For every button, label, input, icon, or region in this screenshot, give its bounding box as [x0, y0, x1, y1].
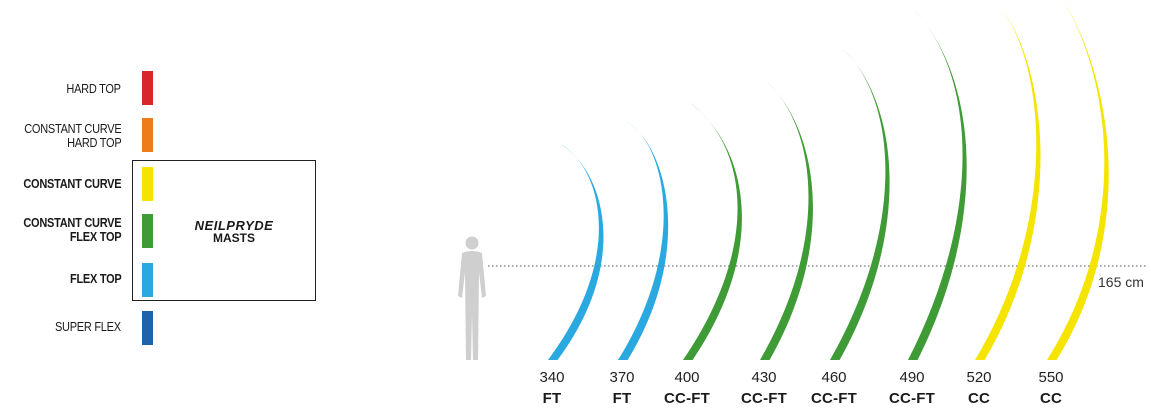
brand-highlight-box [132, 160, 316, 301]
mast-curve-370 [618, 120, 669, 360]
mast-length-label: 430 [751, 369, 777, 386]
brand-subtitle: MASTS [213, 231, 255, 245]
legend-swatch-constant-curve-hard-top [142, 118, 153, 152]
legend-label-super-flex: SUPER FLEX [55, 320, 121, 334]
legend-swatch-super-flex [142, 311, 153, 345]
mast-curve-340 [548, 142, 604, 360]
mast-curve-430 [760, 80, 813, 360]
mast-type-label: FT [612, 390, 632, 407]
legend-label-flex-top: FLEX TOP [69, 272, 122, 286]
legend-label-constant-curve-flex-top: CONSTANT CURVE FLEX TOP [23, 216, 121, 244]
mast-curve-550 [1047, 0, 1109, 360]
mast-type-label: CC [967, 390, 991, 407]
mast-curve-400 [683, 100, 742, 360]
mast-type-label: CC-FT [741, 390, 787, 407]
mast-length-label: 550 [1038, 369, 1064, 386]
mast-length-label: 340 [539, 369, 565, 386]
legend-swatch-hard-top [142, 71, 153, 105]
mast-length-label: 370 [609, 369, 635, 386]
mast-length-label: 460 [821, 369, 847, 386]
mast-length-label: 400 [674, 369, 700, 386]
mast-curve-490 [908, 8, 967, 360]
legend-label-constant-curve: CONSTANT CURVE [23, 177, 121, 191]
mast-length-label: 490 [899, 369, 925, 386]
legend-swatch-constant-curve [142, 167, 153, 201]
reference-height-label: 165 cm [1098, 274, 1144, 290]
legend-swatch-flex-top [142, 263, 153, 297]
brand-logo: NEILPRYDE MASTS [174, 218, 294, 245]
mast-curve-520 [975, 0, 1041, 360]
person-silhouette-icon [458, 236, 486, 360]
mast-type-label: CC-FT [664, 390, 710, 407]
mast-type-label: CC [1039, 390, 1063, 407]
legend-swatch-constant-curve-flex-top [142, 214, 153, 248]
mast-type-label: CC-FT [889, 390, 935, 407]
mast-curve-460 [830, 45, 890, 360]
masts-group [548, 0, 1109, 360]
mast-length-label: 520 [966, 369, 992, 386]
legend-label-hard-top: HARD TOP [66, 82, 122, 96]
legend-label-constant-curve-hard-top: CONSTANT CURVE HARD TOP [23, 122, 121, 150]
brand-name: NEILPRYDE [194, 218, 274, 233]
mast-type-label: CC-FT [811, 390, 857, 407]
mast-type-label: FT [542, 390, 562, 407]
